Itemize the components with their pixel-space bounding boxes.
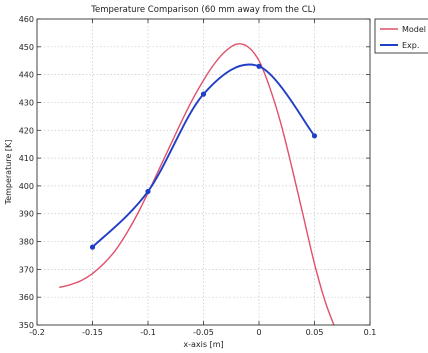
x-tick-label: 0.05 [306,328,324,337]
data-point-exp [311,133,318,139]
y-axis-title: Temperature [K] [4,140,13,206]
y-tick-label: 400 [19,182,34,191]
x-tick-label: 0 [256,328,261,337]
data-point-exp [145,188,151,195]
y-tick-label: 440 [19,71,34,80]
y-tick-label: 430 [19,98,34,107]
legend-label-exp: Exp. [402,41,419,50]
y-tick-label: 360 [19,293,34,302]
x-tick-label: -0.1 [140,328,156,337]
grid [37,19,370,325]
x-tick-label: -0.2 [29,328,45,337]
series-line-model [59,43,335,325]
legend-label-model: Model [402,25,426,34]
y-tick-label: 370 [19,265,34,274]
data-point-exp [89,244,96,250]
y-tick-label: 410 [19,154,34,163]
x-tick-label: 0.1 [364,328,377,337]
chart-title: Temperature Comparison (60 mm away from … [90,5,315,15]
y-tick-label: 390 [19,210,34,219]
x-tick-label: -0.05 [193,328,214,337]
y-tick-label: 420 [19,126,34,135]
y-tick-label: 380 [19,238,34,247]
y-tick-label: 460 [19,15,34,24]
data-point-exp [256,63,262,69]
ticks: -0.2 -0.15 -0.1 -0.05 0 0.05 0.1 350 360 370 380 39… [19,15,377,337]
x-axis-title: x-axis [m] [183,340,223,349]
y-tick-label: 450 [19,43,34,52]
data-point-exp [200,91,207,97]
legend: Model Exp. [374,18,428,54]
legend-box [374,18,428,54]
series-layer [59,43,335,325]
x-tick-label: -0.15 [82,328,103,337]
y-tick-label: 350 [19,321,34,330]
